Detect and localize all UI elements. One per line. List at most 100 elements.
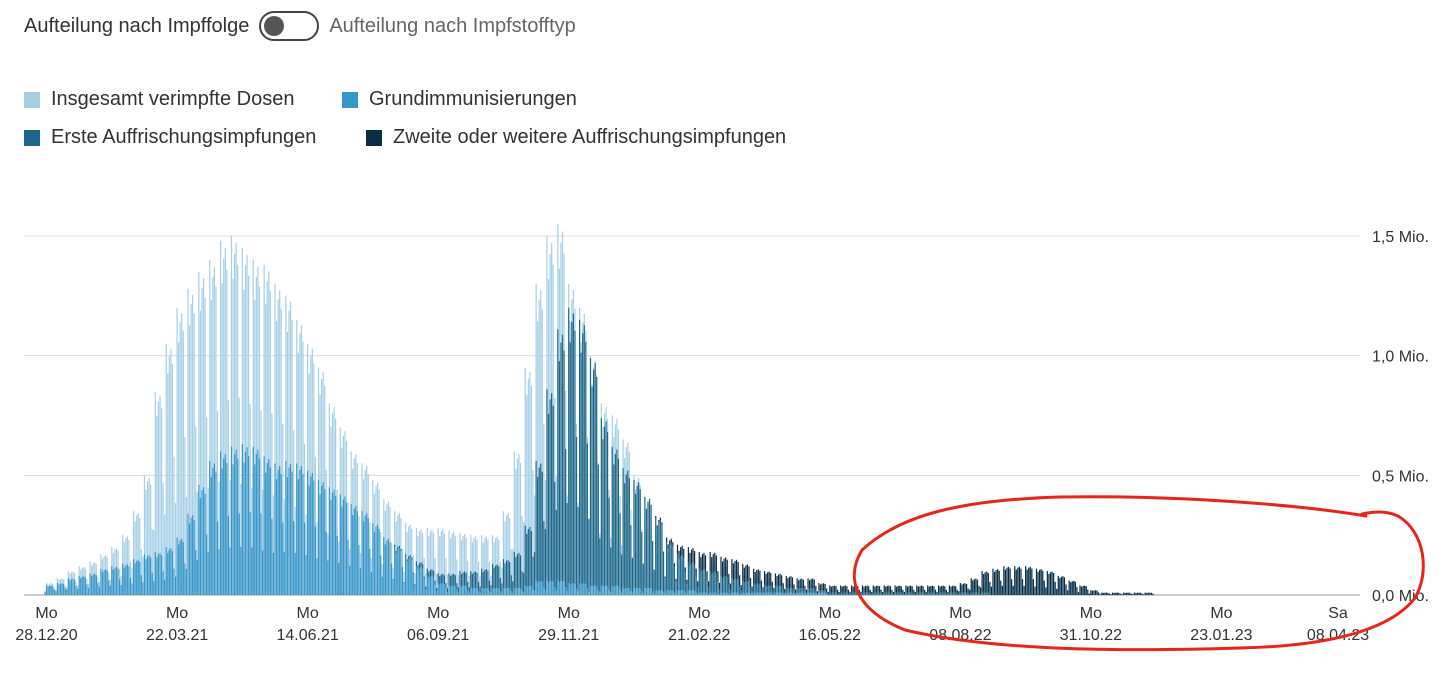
bar-erste	[572, 313, 574, 584]
bar-zweite	[896, 586, 898, 593]
bar-grundimmunisierungen	[445, 588, 447, 595]
bar-erste	[509, 561, 511, 589]
bar-zweite	[902, 589, 904, 594]
bar-insgesamt	[477, 562, 480, 595]
bar-insgesamt	[474, 536, 477, 595]
bar-grundimmunisierungen	[765, 592, 767, 595]
bar-zweite	[931, 585, 933, 593]
bar-erste	[533, 552, 536, 591]
bar-zweite	[816, 591, 818, 594]
x-tick-weekday: Mo	[35, 605, 57, 622]
bar-grundimmunisierungen	[282, 522, 284, 595]
bar-zweite	[840, 585, 842, 593]
bar-insgesamt	[173, 456, 175, 595]
bar-erste	[664, 578, 666, 594]
bar-zweite	[1088, 593, 1090, 595]
bar-grundimmunisierungen	[499, 591, 501, 595]
bar-zweite	[922, 586, 924, 593]
bar-zweite	[993, 571, 996, 595]
bar-zweite	[824, 583, 826, 591]
bar-grundimmunisierungen	[122, 563, 124, 595]
bar-erste	[703, 569, 705, 593]
bar-erste	[748, 581, 750, 593]
bar-zweite	[773, 588, 775, 592]
legend-label: Erste Auffrischungsimpfungen	[51, 126, 317, 148]
bar-grundimmunisierungen	[425, 588, 427, 595]
legend-item-insgesamt[interactable]: Insgesamt verimpfte Dosen	[24, 88, 294, 111]
bar-zweite	[728, 573, 730, 585]
bar-erste	[532, 556, 534, 590]
bar-erste	[633, 480, 635, 588]
bar-zweite	[920, 585, 923, 593]
bar-grundimmunisierungen	[541, 581, 543, 595]
bar-erste	[757, 583, 759, 593]
legend-item-erste-auffrischung[interactable]: Erste Auffrischungsimpfungen	[24, 126, 316, 149]
bar-grundimmunisierungen	[714, 592, 716, 595]
bar-erste	[950, 592, 952, 595]
bar-grundimmunisierungen	[614, 585, 616, 595]
bar-zweite	[680, 547, 682, 557]
x-tick-weekday: Mo	[166, 605, 188, 622]
toggle-right-label[interactable]: Aufteilung nach Impfstofftyp	[329, 14, 576, 37]
impffolge-toggle-switch[interactable]	[259, 11, 320, 41]
bar-grundimmunisierungen	[547, 582, 550, 595]
bar-erste	[585, 341, 587, 584]
bar-insgesamt	[244, 265, 247, 595]
bar-grundimmunisierungen	[652, 591, 654, 595]
bar-erste	[524, 525, 526, 586]
bar-erste	[600, 417, 602, 586]
bar-erste	[989, 593, 991, 595]
legend-item-zweite-auffrischung[interactable]: Zweite oder weitere Auffrischungsimpfung…	[366, 126, 786, 149]
bar-insgesamt	[459, 532, 461, 595]
bar-erste	[899, 592, 901, 595]
bar-insgesamt	[263, 264, 265, 595]
bar-grundimmunisierungen	[300, 466, 303, 595]
bar-grundimmunisierungen	[156, 557, 158, 595]
bar-erste	[414, 584, 416, 586]
bar-grundimmunisierungen	[594, 585, 596, 595]
bar-insgesamt	[190, 303, 192, 595]
bar-insgesamt	[521, 516, 523, 595]
bar-grundimmunisierungen	[401, 568, 404, 595]
bar-grundimmunisierungen	[182, 542, 184, 595]
bar-grundimmunisierungen	[103, 569, 105, 595]
bar-insgesamt	[470, 535, 472, 595]
bar-zweite	[1074, 581, 1076, 595]
bar-grundimmunisierungen	[129, 577, 132, 595]
bar-zweite	[798, 580, 800, 589]
bar-zweite	[740, 585, 742, 591]
bar-grundimmunisierungen	[313, 480, 315, 595]
bar-erste	[516, 554, 519, 589]
bar-zweite	[805, 589, 808, 593]
bar-grundimmunisierungen	[58, 584, 60, 595]
bar-grundimmunisierungen	[600, 585, 602, 595]
bar-erste	[793, 591, 795, 594]
bar-insgesamt	[504, 521, 506, 595]
bar-insgesamt	[527, 379, 529, 595]
bar-zweite	[1034, 586, 1036, 595]
bar-erste	[868, 592, 870, 595]
bar-grundimmunisierungen	[274, 463, 276, 595]
bar-erste	[701, 569, 703, 593]
bar-zweite	[753, 568, 755, 584]
bar-erste	[408, 556, 410, 559]
bar-insgesamt	[285, 295, 287, 595]
bar-grundimmunisierungen	[157, 554, 160, 595]
bar-insgesamt	[237, 264, 239, 595]
bar-erste	[826, 592, 828, 594]
bar-zweite	[969, 589, 971, 595]
bar-insgesamt	[518, 454, 520, 595]
bar-grundimmunisierungen	[639, 588, 641, 595]
bar-erste	[394, 544, 396, 548]
bar-insgesamt	[434, 558, 436, 595]
bar-erste	[978, 593, 980, 595]
bar-erste	[456, 583, 458, 590]
bar-grundimmunisierungen	[176, 537, 178, 595]
bar-zweite	[813, 579, 815, 589]
toggle-left-label[interactable]: Aufteilung nach Impffolge	[24, 14, 250, 37]
bar-erste	[554, 481, 556, 588]
bar-grundimmunisierungen	[187, 513, 189, 595]
legend-item-grundimmunisierungen[interactable]: Grundimmunisierungen	[342, 88, 577, 111]
bar-zweite	[664, 576, 666, 579]
bar-zweite	[684, 567, 686, 573]
